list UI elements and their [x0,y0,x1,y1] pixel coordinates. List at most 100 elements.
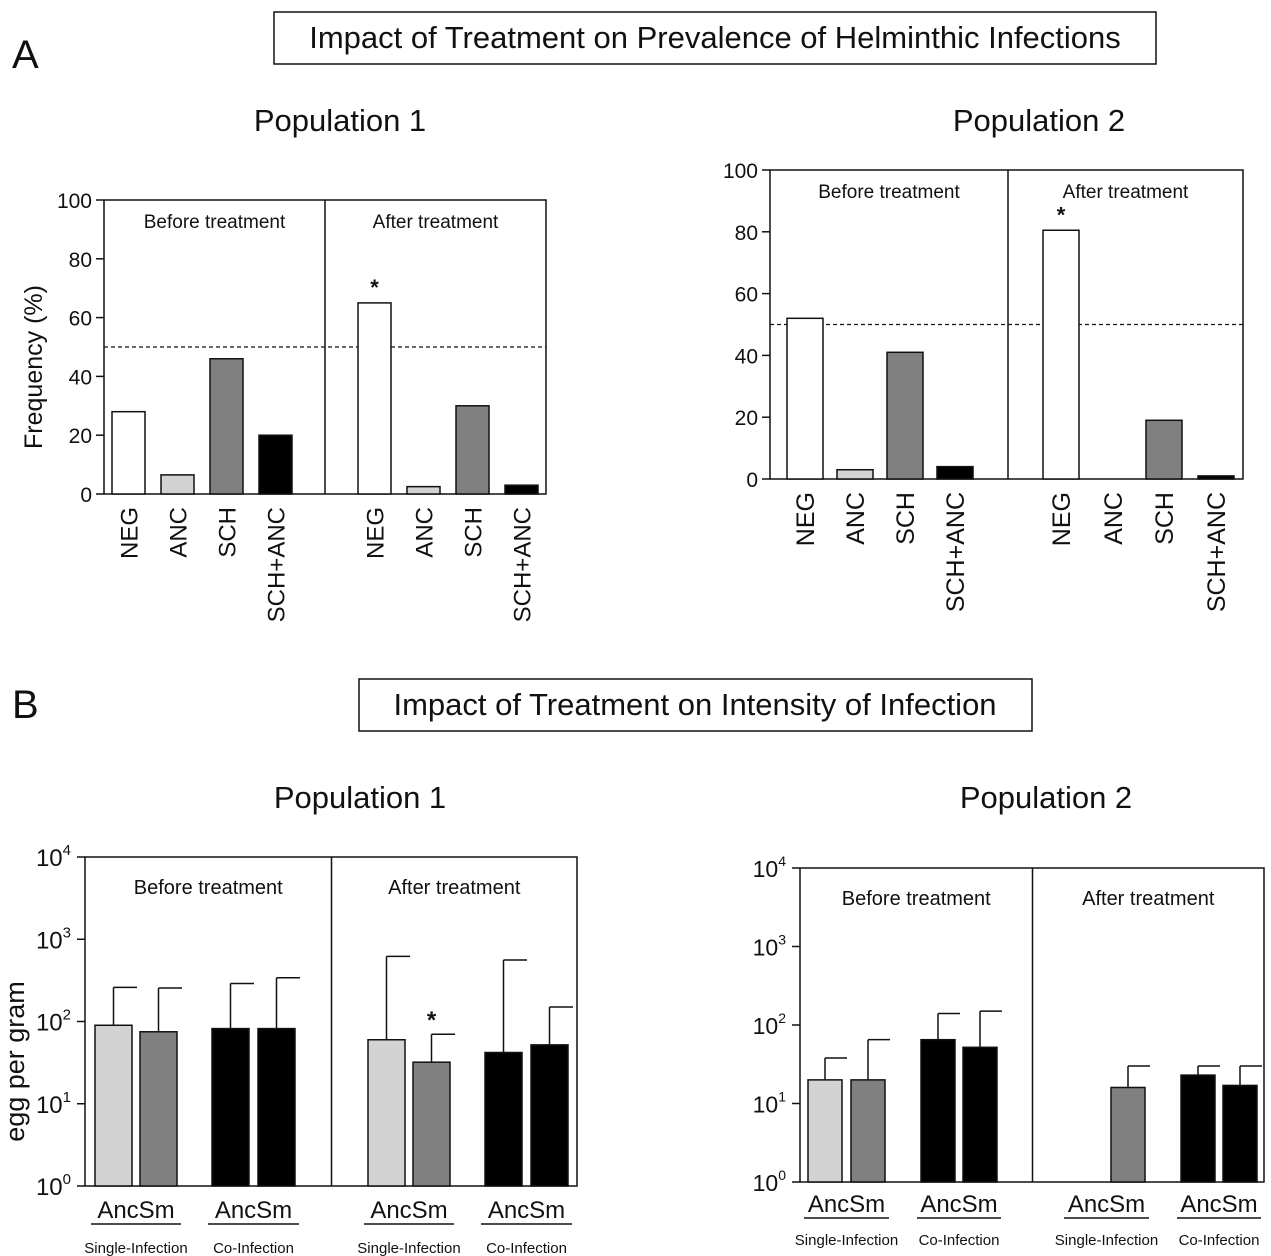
b2-y-tick-label: 103 [753,932,787,961]
a2-title: Population 2 [953,103,1125,138]
b1-y-tick-base: 10 [36,1174,63,1201]
a1-category-label: SCH+ANC [264,507,291,622]
a2-y-tick-label: 80 [735,222,758,245]
b2-y-tick-exponent: 0 [778,1167,786,1183]
a1-bar [259,435,292,494]
a1-category-label: SCH+ANC [510,507,537,622]
a1-y-tick-label: 100 [57,190,92,213]
b2-subgroup-label: AncSm [808,1191,885,1218]
b1-y-tick-exponent: 2 [63,1007,71,1024]
b1-bar [368,1040,405,1186]
a2-category-label: NEG [1048,492,1076,546]
panel-b-title: Impact of Treatment on Intensity of Infe… [393,687,996,722]
b2-y-tick-base: 10 [753,1092,779,1118]
b1-significance-star: * [427,1007,437,1034]
a2-group-label: After treatment [1063,182,1189,203]
b1-bar [531,1045,568,1186]
a2-y-tick-label: 20 [735,407,758,430]
a1-bar [112,412,145,494]
b2-bar [1111,1087,1145,1182]
b2-subgroup-sublabel: Single-Infection [795,1232,898,1249]
b1-y-tick-label: 104 [36,842,71,872]
a1-bar [505,485,538,494]
a1-bar [456,406,489,494]
a1-category-label: ANC [412,507,439,558]
a2-bar [1146,420,1182,479]
a1-bar [407,487,440,494]
a2-category-label: SCH+ANC [1203,492,1231,612]
b1-bar [413,1062,450,1186]
b1-y-tick-label: 103 [36,924,71,954]
a2-category-label: ANC [1100,492,1128,545]
a1-y-tick-label: 40 [69,366,92,389]
b1-bar [258,1029,295,1186]
a1-y-axis-label: Frequency (%) [20,285,48,449]
a1-significance-star: * [370,275,379,300]
a1-group-label: Before treatment [144,212,286,233]
b2-subgroup-label: AncSm [920,1191,997,1218]
a1-category-label: NEG [117,507,144,559]
b1-y-tick-label: 100 [36,1171,71,1201]
b1-bar [140,1032,177,1186]
b2-y-tick-base: 10 [753,1170,779,1196]
a1-category-label: SCH [461,507,488,558]
b2-group-label: Before treatment [842,888,991,910]
b1-subgroup-label: AncSm [488,1197,565,1224]
chart-b1-intensity-population-1: Population 1egg per gram100101102103104B… [0,780,577,1256]
a2-category-label: SCH+ANC [942,492,970,612]
b2-bar [851,1080,885,1182]
b2-bar [808,1080,842,1182]
panel-b-letter: B [12,683,39,727]
b2-subgroup-sublabel: Co-Infection [1179,1232,1260,1249]
chart-a1-prevalence-population-1: Population 1 Frequency (%) 0 20 40 60 80 100 Bef… [20,103,546,622]
a1-y-tick-label: 80 [69,249,92,272]
b1-y-tick-base: 10 [36,845,63,872]
b2-bar [963,1047,997,1182]
a2-y-tick-label: 0 [746,469,758,492]
b1-subgroup-sublabel: Single-Infection [357,1240,460,1256]
a1-bar [161,475,194,494]
b2-y-tick-exponent: 3 [778,932,786,948]
b1-subgroup-label: AncSm [370,1197,447,1224]
b2-y-tick-label: 101 [753,1089,787,1118]
b2-y-tick-label: 100 [753,1167,787,1196]
a2-bar [887,352,923,479]
a2-bar [937,467,973,479]
b1-subgroup-sublabel: Co-Infection [486,1240,567,1256]
b1-subgroup-label: AncSm [215,1197,292,1224]
chart-a2-prevalence-population-2: Population 2 0 20 40 60 80 100 Before treatment… [723,103,1243,612]
b1-bar [95,1025,132,1186]
a1-y-tick-label: 60 [69,308,92,331]
a2-significance-star: * [1057,202,1066,227]
b1-group-label: After treatment [388,877,521,899]
panel-a-letter: A [12,33,39,77]
b1-y-tick-base: 10 [36,927,63,954]
b2-y-tick-label: 104 [753,853,787,882]
a1-category-label: SCH [215,507,242,558]
b2-bar [1181,1075,1215,1182]
a2-group-label: Before treatment [818,182,960,203]
a1-category-label: NEG [363,507,390,559]
b1-y-tick-label: 102 [36,1007,71,1037]
b2-group-label: After treatment [1082,888,1215,910]
a2-category-label: SCH [1151,492,1179,545]
a2-bar [1198,476,1234,479]
b1-bar [485,1052,522,1186]
b2-bar [921,1040,955,1182]
b2-y-tick-base: 10 [753,1013,779,1039]
b1-group-label: Before treatment [134,877,283,899]
b1-subgroup-sublabel: Single-Infection [84,1240,187,1256]
b1-y-tick-base: 10 [36,1092,63,1119]
a2-bar [787,318,823,479]
b1-bar [212,1029,249,1186]
b2-subgroup-label: AncSm [1068,1191,1145,1218]
a1-title: Population 1 [254,103,426,138]
a1-bar [210,359,243,494]
b1-y-tick-exponent: 1 [63,1089,71,1106]
b2-subgroup-sublabel: Co-Infection [919,1232,1000,1249]
b1-title: Population 1 [274,780,446,815]
panel-a-title: Impact of Treatment on Prevalence of Hel… [309,20,1121,55]
b2-y-tick-label: 102 [753,1010,787,1039]
a2-y-tick-label: 60 [735,284,758,307]
